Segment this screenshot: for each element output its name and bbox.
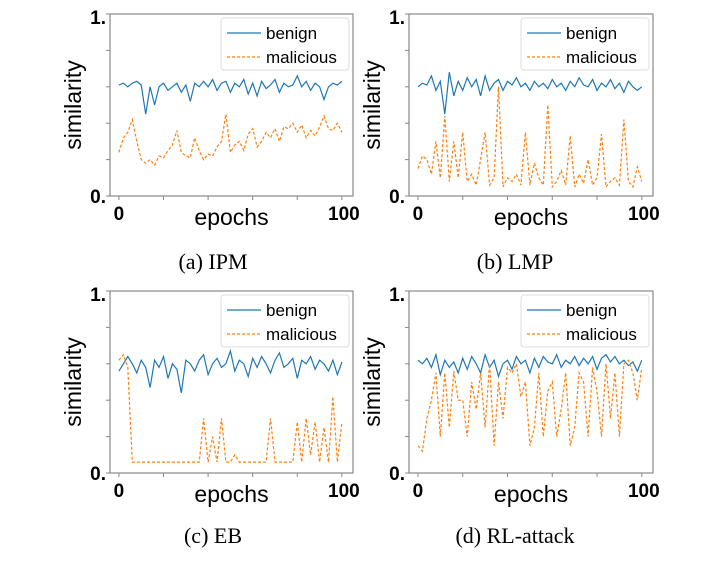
y-tick-label: 1. (90, 8, 106, 29)
x-tick-label: 100 (628, 481, 660, 502)
x-tick-label: 100 (328, 481, 360, 502)
x-tick-label: 0 (413, 481, 424, 502)
y-tick-label: 1. (389, 8, 405, 29)
plot-frame (408, 290, 654, 474)
y-axis-label: similarity (60, 60, 86, 150)
y-tick-label: 1. (389, 285, 405, 306)
legend-label-benign: benign (266, 301, 317, 320)
y-tick-label: 0. (389, 187, 405, 208)
subplot-b: 0 100 0. 1. epochs similarity benign malicious (359, 8, 660, 230)
plot-frame (109, 290, 354, 474)
y-tick-label: 0. (389, 464, 405, 485)
subplot-c: 0 100 0. 1. epochs similarity benign malicious (60, 285, 360, 507)
legend-label-benign: benign (566, 24, 617, 43)
caption-a: (a) IPM (178, 249, 248, 274)
x-axis-label: epochs (194, 481, 268, 507)
y-tick-label: 0. (90, 464, 106, 485)
legend-label-benign: benign (266, 24, 317, 43)
series-line-benign (118, 348, 343, 394)
x-tick-label: 100 (328, 204, 360, 225)
legend: benign malicious (220, 17, 350, 71)
x-axis-label: epochs (194, 204, 268, 230)
legend-label-malicious: malicious (266, 325, 337, 344)
caption-b: (b) LMP (476, 249, 554, 274)
caption-d: (d) RL-attack (455, 523, 575, 548)
legend-label-malicious: malicious (566, 48, 637, 67)
legend-label-malicious: malicious (266, 48, 337, 67)
x-tick-label: 0 (114, 204, 125, 225)
legend: benign malicious (520, 17, 650, 71)
caption-c: (c) EB (183, 523, 243, 548)
legend: benign malicious (520, 294, 650, 348)
x-tick-label: 0 (114, 481, 125, 502)
y-tick-label: 1. (90, 285, 106, 306)
legend-label-benign: benign (566, 301, 617, 320)
series-line-benign (118, 74, 343, 115)
subplot-a: 0 100 0. 1. epochs similarity benign malicious (60, 8, 360, 230)
series-line-malicious (417, 359, 643, 453)
x-tick-label: 0 (413, 204, 424, 225)
plot-frame (408, 13, 654, 197)
series-line-benign (417, 352, 643, 379)
series-line-benign (417, 72, 643, 115)
legend-label-malicious: malicious (566, 325, 637, 344)
series-line-malicious (417, 86, 643, 189)
x-tick-label: 100 (628, 204, 660, 225)
x-axis-label: epochs (494, 481, 568, 507)
y-tick-label: 0. (90, 187, 106, 208)
series-line-malicious (118, 114, 343, 167)
y-axis-label: similarity (359, 60, 385, 150)
legend: benign malicious (220, 294, 350, 348)
x-axis-label: epochs (494, 204, 568, 230)
y-axis-label: similarity (60, 337, 86, 427)
plot-frame (109, 13, 354, 197)
subplot-d: 0 100 0. 1. epochs similarity benign malicious (359, 285, 660, 507)
y-axis-label: similarity (359, 337, 385, 427)
